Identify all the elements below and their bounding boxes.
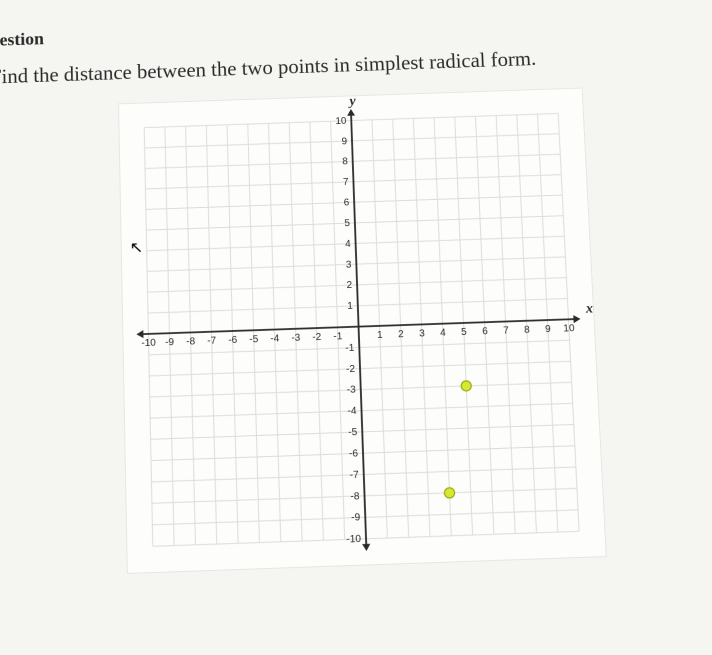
- svg-text:5: 5: [344, 218, 350, 229]
- svg-text:1: 1: [347, 301, 353, 312]
- svg-text:-6: -6: [228, 335, 238, 346]
- svg-text:-2: -2: [346, 364, 355, 376]
- svg-text:4: 4: [345, 239, 351, 250]
- svg-text:-7: -7: [350, 470, 359, 482]
- svg-text:7: 7: [343, 177, 349, 188]
- svg-text:-9: -9: [165, 337, 174, 348]
- svg-text:y: y: [347, 93, 357, 108]
- svg-text:9: 9: [545, 324, 551, 335]
- worksheet-page: uestion Find the distance between the tw…: [0, 0, 712, 654]
- svg-text:-4: -4: [270, 334, 280, 345]
- svg-text:-6: -6: [349, 448, 359, 460]
- plotted-point: [461, 381, 471, 391]
- svg-text:-9: -9: [351, 513, 360, 525]
- svg-text:-8: -8: [350, 491, 360, 503]
- svg-text:-5: -5: [249, 334, 259, 345]
- grid-lines: [144, 114, 579, 547]
- question-prompt: Find the distance between the two points…: [0, 40, 701, 91]
- svg-text:-2: -2: [312, 332, 321, 343]
- svg-text:2: 2: [398, 329, 404, 340]
- svg-text:-1: -1: [333, 331, 342, 342]
- svg-text:x: x: [585, 301, 594, 316]
- svg-text:8: 8: [342, 157, 348, 168]
- svg-text:-1: -1: [345, 343, 354, 354]
- svg-text:2: 2: [346, 280, 352, 291]
- svg-text:3: 3: [419, 328, 426, 339]
- svg-text:4: 4: [440, 328, 447, 339]
- svg-text:7: 7: [503, 326, 509, 337]
- svg-text:3: 3: [346, 260, 352, 271]
- svg-text:-5: -5: [348, 427, 358, 439]
- svg-text:6: 6: [482, 326, 489, 337]
- svg-text:-4: -4: [347, 406, 357, 418]
- svg-text:5: 5: [461, 327, 468, 338]
- svg-text:8: 8: [524, 325, 531, 336]
- axis-names: xy: [347, 88, 593, 324]
- svg-text:10: 10: [563, 323, 575, 335]
- svg-text:-3: -3: [347, 385, 357, 397]
- graph-container: -10-9-8-7-6-5-4-3-2-112345678910-10-9-8-…: [0, 84, 712, 579]
- svg-text:-8: -8: [186, 336, 196, 348]
- plotted-point: [444, 488, 455, 499]
- tick-labels: -10-9-8-7-6-5-4-3-2-112345678910-10-9-8-…: [137, 109, 586, 553]
- svg-text:6: 6: [344, 198, 350, 209]
- svg-text:-7: -7: [207, 336, 216, 347]
- coordinate-plane: -10-9-8-7-6-5-4-3-2-112345678910-10-9-8-…: [118, 88, 607, 574]
- svg-text:1: 1: [377, 330, 383, 341]
- svg-text:9: 9: [341, 136, 347, 147]
- svg-text:-10: -10: [141, 338, 156, 350]
- svg-text:-10: -10: [346, 534, 362, 546]
- svg-text:-3: -3: [291, 333, 301, 344]
- svg-text:10: 10: [335, 116, 347, 127]
